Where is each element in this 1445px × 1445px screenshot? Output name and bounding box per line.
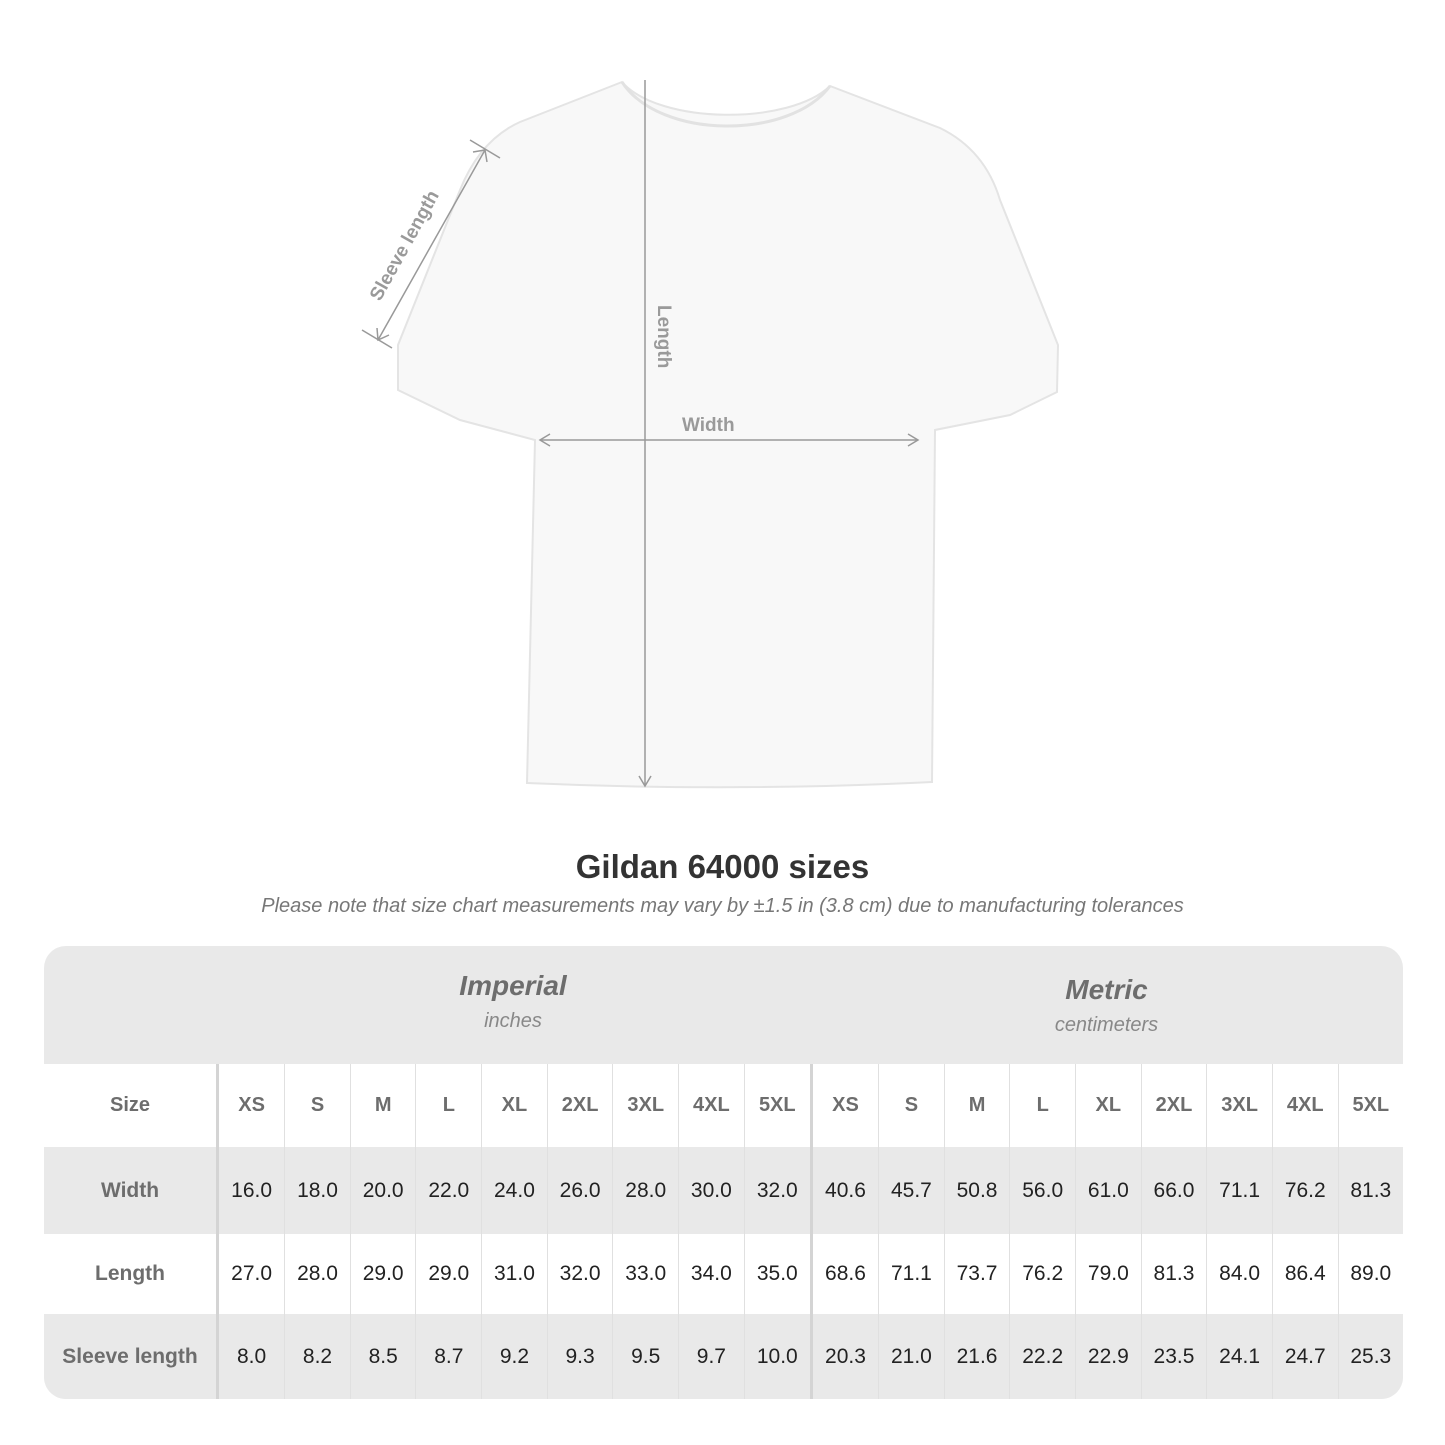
imperial-value-cell: 33.0 — [612, 1234, 679, 1314]
metric-value-cell: 84.0 — [1206, 1234, 1273, 1314]
imperial-size-header: L — [415, 1064, 482, 1147]
imperial-value-cell: 8.2 — [284, 1314, 351, 1399]
metric-value-cell: 40.6 — [810, 1147, 879, 1234]
metric-value-cell: 81.3 — [1140, 1234, 1207, 1314]
dimension-lines — [361, 80, 920, 788]
imperial-value-cell: 34.0 — [678, 1234, 745, 1314]
imperial-value-cell: 10.0 — [743, 1314, 813, 1399]
metric-size-header: L — [1009, 1064, 1076, 1147]
metric-value-cell: 56.0 — [1009, 1147, 1076, 1234]
metric-value-cell: 81.3 — [1337, 1147, 1403, 1234]
metric-value-cell: 21.0 — [878, 1314, 945, 1399]
tolerance-note: Please note that size chart measurements… — [261, 895, 1184, 917]
table-row: Length 27.0 28.0 29.0 29.0 31.0 32.0 33.0 34.0 35… — [44, 1234, 1403, 1314]
tshirt-diagram: Width Length Sleeve length — [361, 80, 1060, 789]
tshirt-shape — [397, 80, 1060, 789]
metric-value-cell: 79.0 — [1075, 1234, 1142, 1314]
imperial-size-header: M — [349, 1064, 416, 1147]
metric-value-cell: 45.7 — [878, 1147, 945, 1234]
metric-value-cell: 50.8 — [943, 1147, 1010, 1234]
row-label: Sleeve length — [44, 1314, 219, 1399]
imperial-value-cell: 32.0 — [743, 1147, 813, 1234]
row-label: Width — [44, 1147, 219, 1234]
table-row: Sleeve length 8.0 8.2 8.5 8.7 9.2 9.3 9.5 9.7 10.… — [44, 1314, 1403, 1399]
metric-value-cell: 23.5 — [1140, 1314, 1207, 1399]
metric-title: Metric — [1065, 974, 1148, 1005]
imperial-value-cell: 8.0 — [216, 1314, 285, 1399]
metric-value-cell: 68.6 — [810, 1234, 879, 1314]
size-row: Size XS S M L XL 2XL 3XL 4XL 5XL XS S M L XL 2XL 3XL 4XL 5… — [44, 1064, 1403, 1147]
imperial-unit: inches — [484, 1010, 542, 1032]
imperial-value-cell: 8.5 — [349, 1314, 416, 1399]
metric-value-cell: 76.2 — [1009, 1234, 1076, 1314]
metric-value-cell: 21.6 — [943, 1314, 1010, 1399]
imperial-size-header: 2XL — [546, 1064, 613, 1147]
imperial-value-cell: 31.0 — [481, 1234, 548, 1314]
length-label: Length — [653, 305, 674, 368]
imperial-size-header: S — [284, 1064, 351, 1147]
metric-value-cell: 71.1 — [878, 1234, 945, 1314]
metric-value-cell: 86.4 — [1271, 1234, 1339, 1314]
imperial-size-header: 3XL — [612, 1064, 679, 1147]
metric-value-cell: 76.2 — [1271, 1147, 1339, 1234]
size-table: Imperial inches Metric centimeters Size X… — [44, 946, 1403, 1399]
imperial-value-cell: 16.0 — [216, 1147, 285, 1234]
metric-size-header: M — [943, 1064, 1010, 1147]
imperial-value-cell: 8.7 — [415, 1314, 482, 1399]
metric-size-header: XS — [810, 1064, 879, 1147]
imperial-value-cell: 28.0 — [612, 1147, 679, 1234]
metric-size-header: 5XL — [1337, 1064, 1403, 1147]
width-label: Width — [682, 415, 735, 436]
metric-value-cell: 73.7 — [943, 1234, 1010, 1314]
imperial-size-header: 5XL — [743, 1064, 813, 1147]
metric-size-header: 3XL — [1206, 1064, 1273, 1147]
size-header: Size — [44, 1064, 219, 1147]
metric-header: Metric centimeters — [810, 946, 1403, 1064]
metric-value-cell: 66.0 — [1140, 1147, 1207, 1234]
imperial-value-cell: 26.0 — [546, 1147, 613, 1234]
metric-value-cell: 25.3 — [1337, 1314, 1403, 1399]
imperial-value-cell: 9.3 — [546, 1314, 613, 1399]
imperial-value-cell: 32.0 — [546, 1234, 613, 1314]
imperial-value-cell: 20.0 — [349, 1147, 416, 1234]
imperial-value-cell: 9.5 — [612, 1314, 679, 1399]
metric-value-cell: 22.2 — [1009, 1314, 1076, 1399]
imperial-size-header: XL — [481, 1064, 548, 1147]
metric-value-cell: 22.9 — [1075, 1314, 1142, 1399]
imperial-size-header: XS — [216, 1064, 285, 1147]
metric-value-cell: 24.1 — [1206, 1314, 1273, 1399]
imperial-value-cell: 28.0 — [284, 1234, 351, 1314]
metric-size-header: XL — [1075, 1064, 1142, 1147]
imperial-value-cell: 24.0 — [481, 1147, 548, 1234]
table-row: Width 16.0 18.0 20.0 22.0 24.0 26.0 28.0 30.0 32.… — [44, 1147, 1403, 1234]
imperial-value-cell: 30.0 — [678, 1147, 745, 1234]
imperial-value-cell: 9.7 — [678, 1314, 745, 1399]
metric-unit: centimeters — [1054, 1014, 1159, 1036]
imperial-value-cell: 29.0 — [415, 1234, 482, 1314]
row-label: Length — [44, 1234, 219, 1314]
metric-value-cell: 89.0 — [1337, 1234, 1403, 1314]
page-title: Gildan 64000 sizes — [575, 848, 870, 885]
imperial-value-cell: 27.0 — [216, 1234, 285, 1314]
imperial-value-cell: 22.0 — [415, 1147, 482, 1234]
imperial-value-cell: 35.0 — [743, 1234, 813, 1314]
imperial-header: Imperial inches — [216, 946, 810, 1064]
metric-size-header: 4XL — [1271, 1064, 1339, 1147]
imperial-value-cell: 29.0 — [349, 1234, 416, 1314]
metric-value-cell: 71.1 — [1206, 1147, 1273, 1234]
metric-value-cell: 20.3 — [810, 1314, 879, 1399]
metric-size-header: S — [878, 1064, 945, 1147]
imperial-size-header: 4XL — [678, 1064, 745, 1147]
metric-value-cell: 61.0 — [1075, 1147, 1142, 1234]
imperial-title: Imperial — [459, 970, 567, 1001]
metric-value-cell: 24.7 — [1271, 1314, 1339, 1399]
imperial-value-cell: 18.0 — [284, 1147, 351, 1234]
imperial-value-cell: 9.2 — [481, 1314, 548, 1399]
metric-size-header: 2XL — [1140, 1064, 1207, 1147]
